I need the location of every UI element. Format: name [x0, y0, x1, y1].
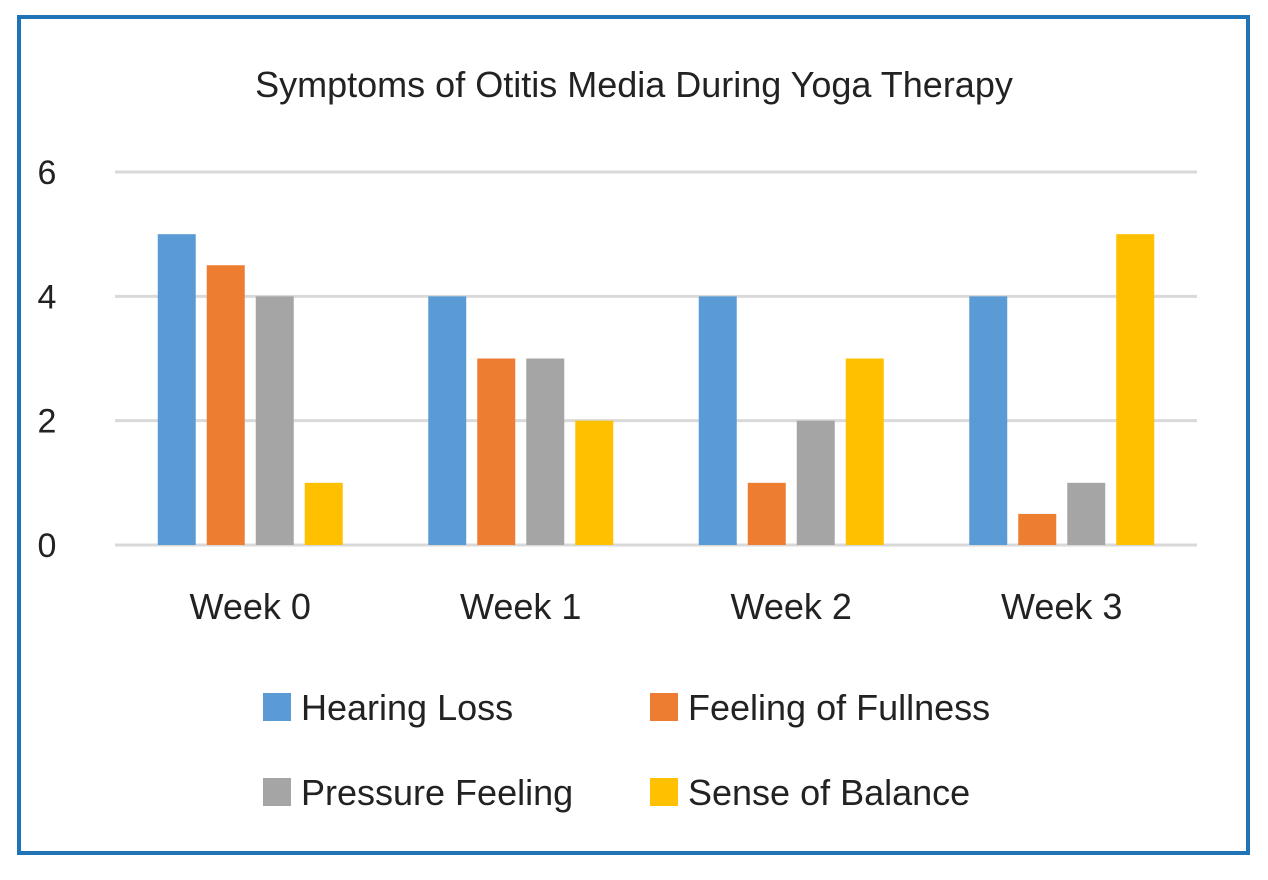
bar-hearing-loss-week-1 [428, 296, 467, 545]
x-category-label: Week 1 [460, 586, 581, 627]
legend-label: Pressure Feeling [301, 772, 573, 813]
bar-feeling-of-fullness-week-0 [206, 265, 245, 545]
y-tick-label: 2 [38, 403, 57, 441]
legend-swatch [650, 778, 678, 806]
chart-title: Symptoms of Otitis Media During Yoga The… [255, 64, 1013, 105]
bar-hearing-loss-week-2 [698, 296, 737, 545]
bar-feeling-of-fullness-week-1 [477, 358, 516, 545]
y-axis-ticks: 0 2 4 6 [38, 154, 57, 565]
x-category-label: Week 3 [1001, 586, 1122, 627]
legend-label: Hearing Loss [301, 687, 513, 728]
y-tick-label: 6 [38, 154, 57, 192]
bar-hearing-loss-week-3 [969, 296, 1008, 545]
legend-swatch [263, 778, 291, 806]
bar-feeling-of-fullness-week-3 [1018, 513, 1057, 545]
x-axis-categories: Week 0 Week 1 Week 2 Week 3 [190, 586, 1123, 627]
legend-label: Feeling of Fullness [688, 687, 990, 728]
bar-sense-of-balance-week-2 [845, 358, 884, 545]
bar-sense-of-balance-week-1 [575, 420, 614, 545]
bar-hearing-loss-week-0 [157, 234, 196, 545]
legend: Hearing Loss Feeling of Fullness Pressure … [263, 687, 990, 813]
legend-label: Sense of Balance [688, 772, 970, 813]
bar-sense-of-balance-week-3 [1116, 234, 1155, 545]
y-tick-label: 4 [38, 278, 57, 316]
y-tick-label: 0 [38, 527, 57, 565]
bar-sense-of-balance-week-0 [304, 482, 343, 545]
bars [157, 234, 1155, 545]
x-category-label: Week 0 [190, 586, 311, 627]
x-category-label: Week 2 [731, 586, 852, 627]
bar-pressure-feeling-week-2 [796, 420, 835, 545]
bar-pressure-feeling-week-3 [1067, 482, 1106, 545]
legend-swatch [650, 693, 678, 721]
legend-swatch [263, 693, 291, 721]
bar-pressure-feeling-week-0 [255, 296, 294, 545]
bar-feeling-of-fullness-week-2 [747, 482, 786, 545]
grid-lines [115, 170, 1197, 547]
bar-pressure-feeling-week-1 [526, 358, 565, 545]
